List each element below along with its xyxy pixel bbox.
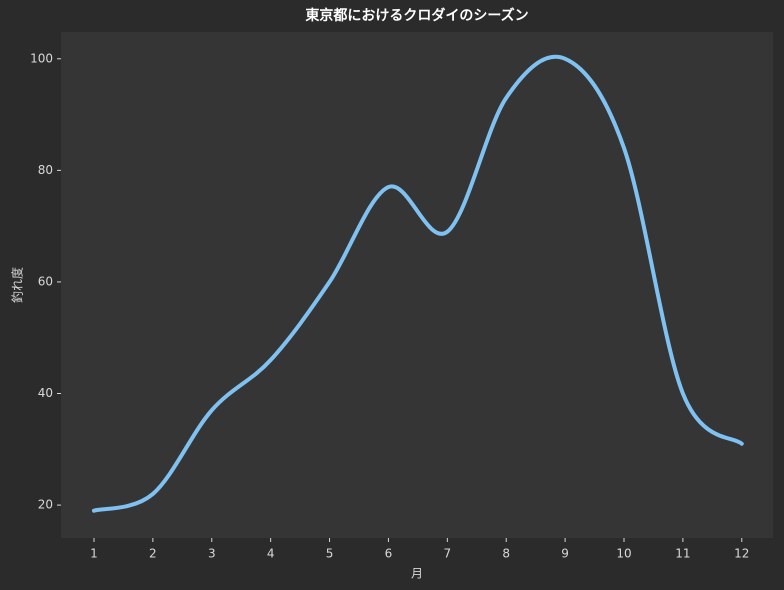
x-tick-label: 12 (734, 547, 749, 561)
x-tick-label: 5 (326, 547, 334, 561)
chart-title: 東京都におけるクロダイのシーズン (305, 7, 528, 24)
x-tick-label: 4 (267, 547, 275, 561)
y-tick-label: 20 (38, 498, 53, 512)
y-tick-label: 40 (38, 386, 53, 400)
y-tick-label: 60 (38, 274, 53, 288)
x-tick-label: 6 (385, 547, 393, 561)
x-tick-label: 10 (616, 547, 631, 561)
x-tick-label: 1 (90, 547, 98, 561)
y-tick-label: 100 (30, 51, 53, 65)
line (91, 54, 744, 513)
x-tick-label: 8 (502, 547, 510, 561)
y-tick-label: 80 (38, 163, 53, 177)
x-tick-label: 3 (208, 547, 216, 561)
x-tick-label: 9 (561, 547, 569, 561)
plot-area (61, 32, 773, 538)
x-tick-label: 7 (444, 547, 452, 561)
x-axis-label: 月 (411, 567, 423, 581)
x-tick-label: 11 (675, 547, 690, 561)
y-axis-label: 釣れ度 (10, 267, 25, 303)
x-tick-label: 2 (149, 547, 157, 561)
